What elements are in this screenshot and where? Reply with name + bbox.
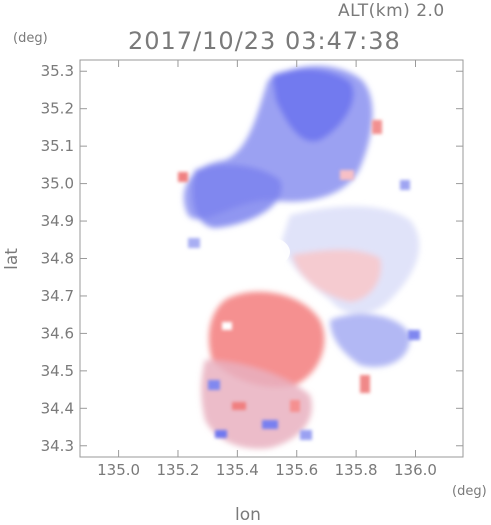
y-ticks: 34.3 34.4 34.5 34.6 34.7 34.8 34.9 35.0 35.1 35.2… xyxy=(41,62,463,455)
x-ticks: 135.0 135.2 135.4 135.6 135.8 136.0 xyxy=(97,60,437,479)
echo-southeast-blue xyxy=(330,314,411,367)
y-tick-label: 34.7 xyxy=(41,287,74,305)
y-tick-label: 34.8 xyxy=(41,250,74,268)
x-axis-label: lon xyxy=(235,505,261,525)
radar-site-clearing xyxy=(238,236,290,268)
y-tick-label: 34.5 xyxy=(41,362,74,380)
x-tick-label: 136.0 xyxy=(394,461,437,479)
radar-echo-field xyxy=(178,65,420,449)
echo-north-blue-dark xyxy=(272,69,354,142)
y-tick-label: 34.3 xyxy=(41,437,74,455)
y-tick-label: 34.6 xyxy=(41,324,74,342)
altitude-label: ALT(km) 2.0 xyxy=(338,1,445,21)
echo-south-mixed xyxy=(201,360,312,449)
y-tick-label: 35.1 xyxy=(41,137,74,155)
x-tick-label: 135.2 xyxy=(157,461,200,479)
x-tick-label: 135.0 xyxy=(97,461,140,479)
y-unit-label: (deg) xyxy=(13,31,48,46)
echo-south-red xyxy=(208,291,325,388)
y-tick-label: 35.3 xyxy=(41,62,74,80)
timestamp-title: 2017/10/23 03:47:38 xyxy=(128,27,401,55)
x-tick-label: 135.4 xyxy=(216,461,259,479)
y-tick-label: 34.4 xyxy=(41,399,74,417)
echo-east-pink xyxy=(292,249,381,302)
x-tick-label: 135.8 xyxy=(335,461,378,479)
x-unit-label: (deg) xyxy=(452,484,487,499)
y-tick-label: 34.9 xyxy=(41,212,74,230)
y-tick-label: 35.0 xyxy=(41,175,74,193)
x-tick-label: 135.6 xyxy=(275,461,318,479)
echo-west-blue xyxy=(192,164,282,228)
y-tick-label: 35.2 xyxy=(41,100,74,118)
